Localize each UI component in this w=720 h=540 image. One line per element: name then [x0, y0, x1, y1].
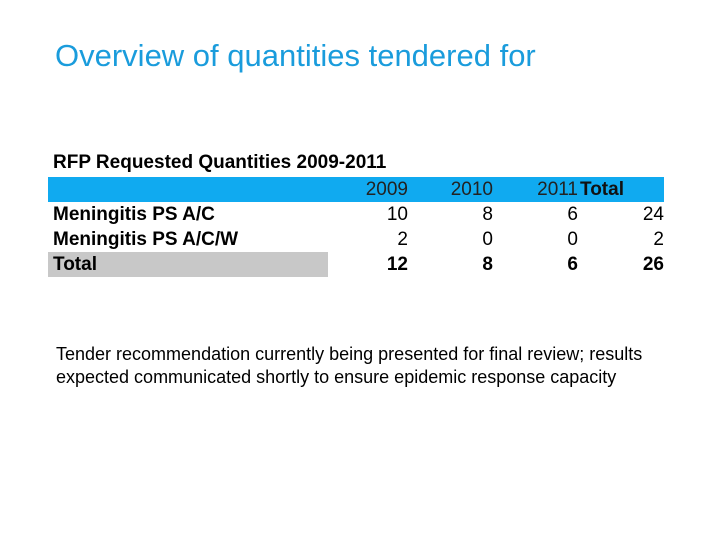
table-row: Meningitis PS A/C 10 8 6 24 — [48, 202, 664, 227]
cell-2011: 6 — [567, 204, 578, 225]
header-total: Total — [578, 177, 664, 202]
cell-2010: 8 — [482, 204, 493, 225]
table-header-row: 2009 2010 2011 Total — [48, 177, 664, 202]
header-2011: 2011 — [493, 177, 578, 202]
row-label: Meningitis PS A/C — [53, 204, 215, 225]
table-total-row: Total 12 8 6 26 — [48, 252, 664, 277]
total-row-label: Total — [48, 252, 328, 277]
row-label: Meningitis PS A/C/W — [53, 229, 239, 250]
cell-2010: 0 — [482, 229, 493, 250]
total-2009: 12 — [386, 254, 408, 275]
cell-total: 2 — [653, 229, 664, 250]
total-grand: 26 — [642, 254, 664, 275]
table-row: Meningitis PS A/C/W 2 0 0 2 — [48, 227, 664, 252]
slide-title: Overview of quantities tendered for — [55, 38, 536, 73]
table-title: RFP Requested Quantities 2009-2011 — [53, 152, 387, 173]
cell-2009: 10 — [386, 204, 408, 225]
header-2009: 2009 — [328, 177, 408, 202]
quantities-table: 2009 2010 2011 Total Meningitis PS A/C 1… — [48, 177, 664, 277]
cell-total: 24 — [642, 204, 664, 225]
header-label-cell — [48, 177, 328, 202]
cell-2009: 2 — [397, 229, 408, 250]
total-2010: 8 — [482, 254, 493, 275]
cell-2011: 0 — [567, 229, 578, 250]
total-2011: 6 — [567, 254, 578, 275]
header-2010: 2010 — [408, 177, 493, 202]
body-paragraph: Tender recommendation currently being pr… — [56, 344, 643, 387]
